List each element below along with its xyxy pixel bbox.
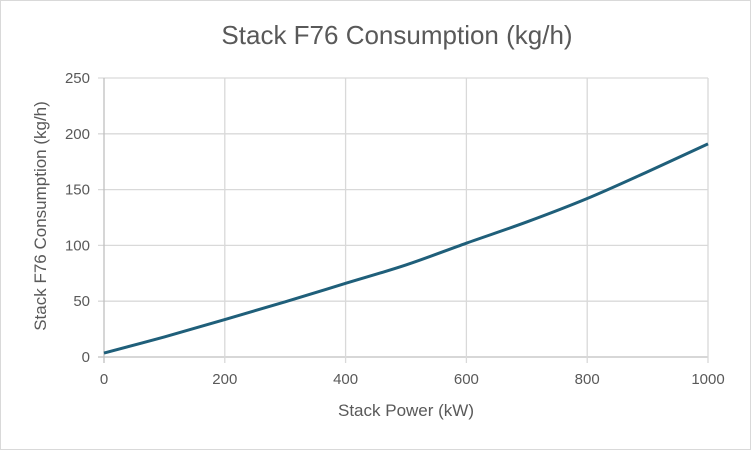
y-tick-label: 250 (65, 70, 90, 87)
tick-labels: 0 50 100 150 200 250 0 200 400 600 800 1000 (65, 70, 725, 388)
gridlines (98, 77, 709, 363)
x-tick-label: 800 (575, 371, 600, 388)
chart-title: Stack F76 Consumption (kg/h) (221, 20, 572, 50)
y-tick-label: 0 (82, 349, 90, 366)
x-tick-label: 0 (100, 371, 108, 388)
x-tick-label: 400 (333, 371, 358, 388)
y-tick-label: 200 (65, 126, 90, 143)
y-tick-label: 100 (65, 237, 90, 254)
x-tick-label: 600 (454, 371, 479, 388)
series-line (103, 142, 709, 355)
x-tick-label: 1000 (691, 371, 724, 388)
y-tick-label: 50 (73, 293, 90, 310)
x-tick-label: 200 (212, 371, 237, 388)
y-axis-label: Stack F76 Consumption (kg/h) (31, 101, 50, 331)
x-axis-label: Stack Power (kW) (338, 401, 474, 420)
y-tick-label: 150 (65, 182, 90, 199)
